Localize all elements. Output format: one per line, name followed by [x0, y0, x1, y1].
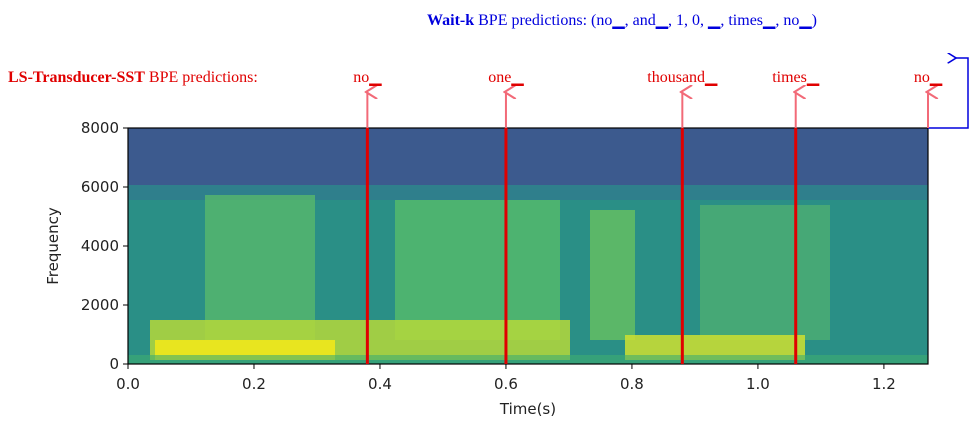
emission-token: no▁: [353, 69, 382, 86]
y-tick-label: 6000: [81, 178, 119, 196]
emission-token: times▁: [772, 69, 820, 86]
y-tick-label: 4000: [81, 237, 119, 255]
connector-arrow: [928, 58, 969, 129]
spectrogram-high-band: [128, 128, 928, 185]
x-tick-label: 0.4: [368, 375, 392, 393]
x-tick-label: 0.2: [242, 375, 266, 393]
x-tick-label: 0.8: [620, 375, 644, 393]
ls-text: BPE predictions:: [149, 69, 258, 86]
spectrogram-energy: [128, 355, 928, 364]
wait-k-annotation: Wait-k BPE predictions: (no▁, and▁, 1, 0…: [427, 12, 817, 29]
y-tick-label: 8000: [81, 119, 119, 137]
x-tick-label: 0.0: [116, 375, 140, 393]
y-tick-label: 2000: [81, 296, 119, 314]
spectrogram-energy: [700, 205, 830, 340]
x-tick-label: 1.2: [872, 375, 896, 393]
ls-annotation: LS-Transducer-SST BPE predictions:: [8, 69, 258, 86]
spectrogram: [128, 128, 928, 364]
x-tick-label: 1.0: [746, 375, 770, 393]
emission-token: no▁: [914, 69, 943, 86]
spectrogram-energy: [395, 200, 560, 340]
wait-k-predictions: (no▁, and▁, 1, 0, ▁, times▁, no▁): [591, 12, 817, 29]
y-axis-label: Frequency: [44, 207, 62, 285]
x-axis-label: Time(s): [499, 400, 556, 418]
wait-k-text: BPE predictions:: [478, 12, 587, 29]
ls-label: LS-Transducer-SST: [8, 69, 145, 86]
emission-token: thousand▁: [647, 69, 718, 86]
spectrogram-band: [128, 185, 928, 200]
y-tick-label: 0: [109, 355, 119, 373]
spectrogram-energy: [590, 210, 635, 340]
emission-token: one▁: [488, 69, 524, 86]
x-tick-label: 0.6: [494, 375, 518, 393]
wait-k-label: Wait-k: [427, 12, 474, 29]
